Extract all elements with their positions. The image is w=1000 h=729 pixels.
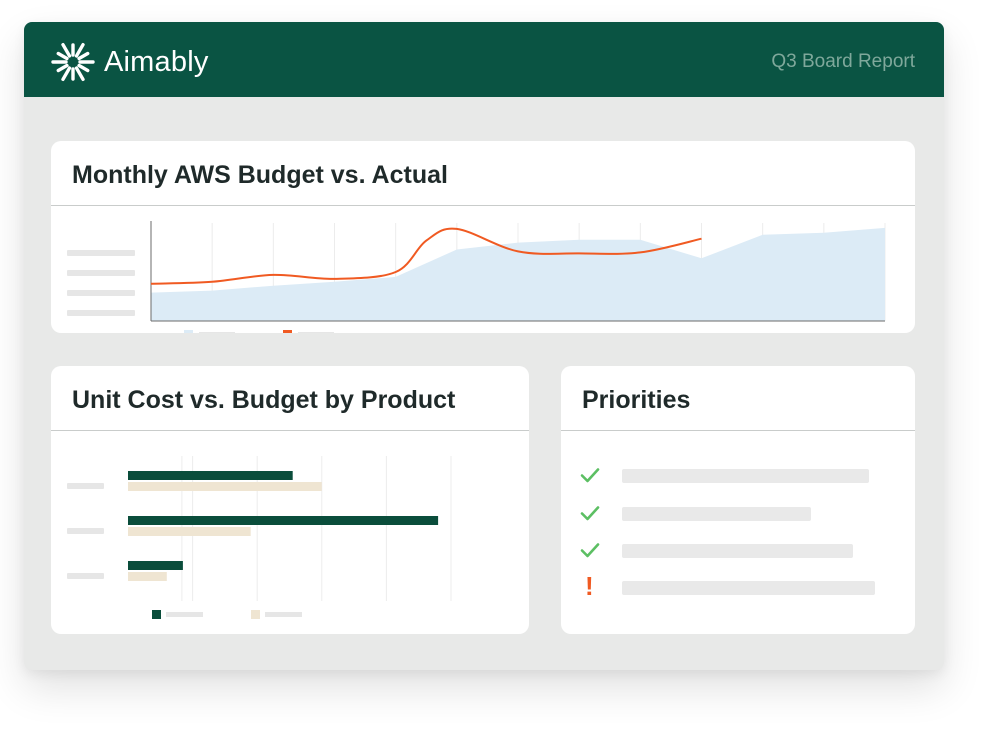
legend-swatch-budget — [251, 610, 260, 619]
priority-item — [561, 466, 915, 486]
card-divider — [561, 430, 915, 431]
check-icon — [580, 543, 600, 558]
unit-cost-bar — [128, 471, 293, 480]
unit-cost-chart — [67, 456, 452, 619]
header-bar: Aimably Q3 Board Report — [24, 22, 944, 97]
unit-cost-title: Unit Cost vs. Budget by Product — [72, 386, 456, 414]
budget-area — [151, 227, 885, 321]
priority-text-placeholder — [622, 469, 869, 483]
category-label-placeholder — [67, 528, 104, 534]
monthly-budget-title: Monthly AWS Budget vs. Actual — [72, 161, 448, 189]
card-divider — [51, 430, 529, 431]
axis-label-placeholder — [67, 290, 135, 296]
legend-label-placeholder — [199, 332, 235, 333]
check-icon — [580, 506, 600, 521]
legend-label-placeholder — [265, 612, 302, 617]
axis-label-placeholder — [67, 310, 135, 316]
card-divider — [51, 205, 915, 206]
brand-name: Aimably — [104, 46, 209, 78]
priority-text-placeholder — [622, 544, 853, 558]
sparkle-logo-icon — [51, 42, 95, 82]
actual-line — [150, 227, 702, 285]
priority-text-placeholder — [622, 507, 811, 521]
legend-swatch-budget — [184, 330, 193, 333]
monthly-budget-chart — [67, 221, 886, 333]
budget-bar — [128, 527, 251, 536]
category-label-placeholder — [67, 483, 104, 489]
axis-label-placeholder — [67, 270, 135, 276]
legend-swatch-unit-cost — [152, 610, 161, 619]
unit-cost-bar — [128, 561, 183, 570]
priority-text-placeholder — [622, 581, 875, 595]
budget-bar — [128, 572, 167, 581]
axis-label-placeholder — [67, 250, 135, 256]
legend-swatch-actual — [283, 330, 292, 333]
priorities-card: Priorities ! — [561, 366, 915, 634]
budget-bar — [128, 482, 322, 491]
legend-label-placeholder — [166, 612, 203, 617]
monthly-budget-card: Monthly AWS Budget vs. Actual — [51, 141, 915, 333]
exclamation-icon: ! — [585, 571, 594, 601]
unit-cost-card: Unit Cost vs. Budget by Product — [51, 366, 529, 634]
report-window: Aimably Q3 Board Report Monthly AWS Budg… — [24, 22, 944, 670]
priorities-title: Priorities — [582, 386, 691, 414]
priority-item: ! — [561, 572, 915, 600]
report-title: Q3 Board Report — [771, 51, 915, 72]
unit-cost-bar — [128, 516, 439, 525]
legend-label-placeholder — [298, 332, 334, 333]
priority-item — [561, 504, 915, 524]
category-label-placeholder — [67, 573, 104, 579]
priority-item — [561, 541, 915, 561]
check-icon — [580, 468, 600, 483]
